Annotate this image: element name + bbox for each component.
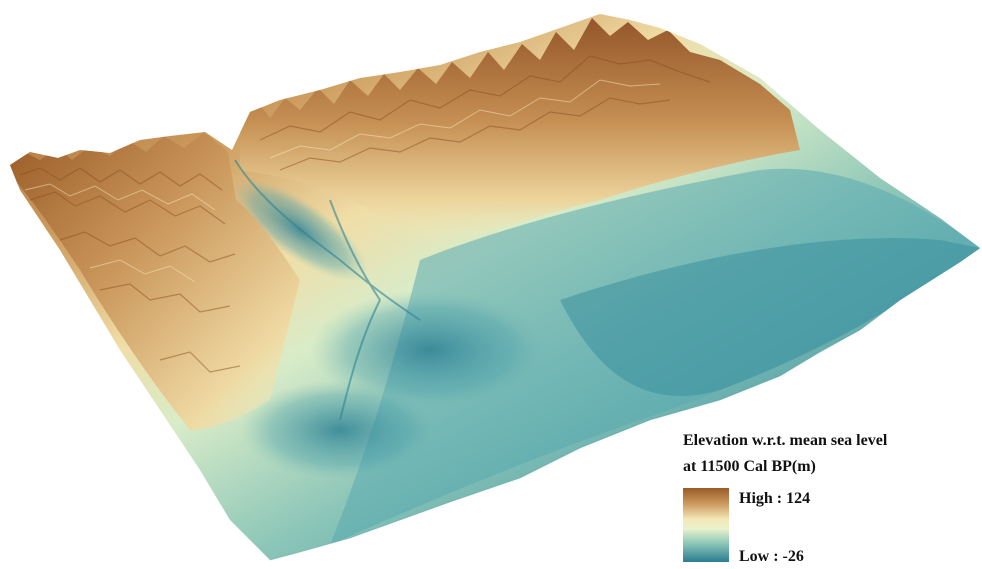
coastal-plain-deep — [560, 238, 980, 396]
legend-color-ramp — [683, 488, 729, 562]
legend: Elevation w.r.t. mean sea level at 11500… — [683, 430, 973, 566]
valley-basin-lower — [240, 380, 440, 480]
legend-high-label: High : 124 — [739, 490, 811, 507]
left-ridge — [10, 132, 300, 430]
legend-low-label: Low : -26 — [739, 548, 804, 565]
upper-ridge — [240, 18, 800, 245]
valley-streams — [234, 159, 421, 421]
ridge-highlights — [24, 79, 661, 283]
legend-title-line2: at 11500 Cal BP(m) — [683, 458, 816, 475]
terrain-edge — [269, 247, 981, 561]
ridge-texture — [19, 55, 711, 373]
legend-title-line1: Elevation w.r.t. mean sea level — [683, 432, 888, 449]
